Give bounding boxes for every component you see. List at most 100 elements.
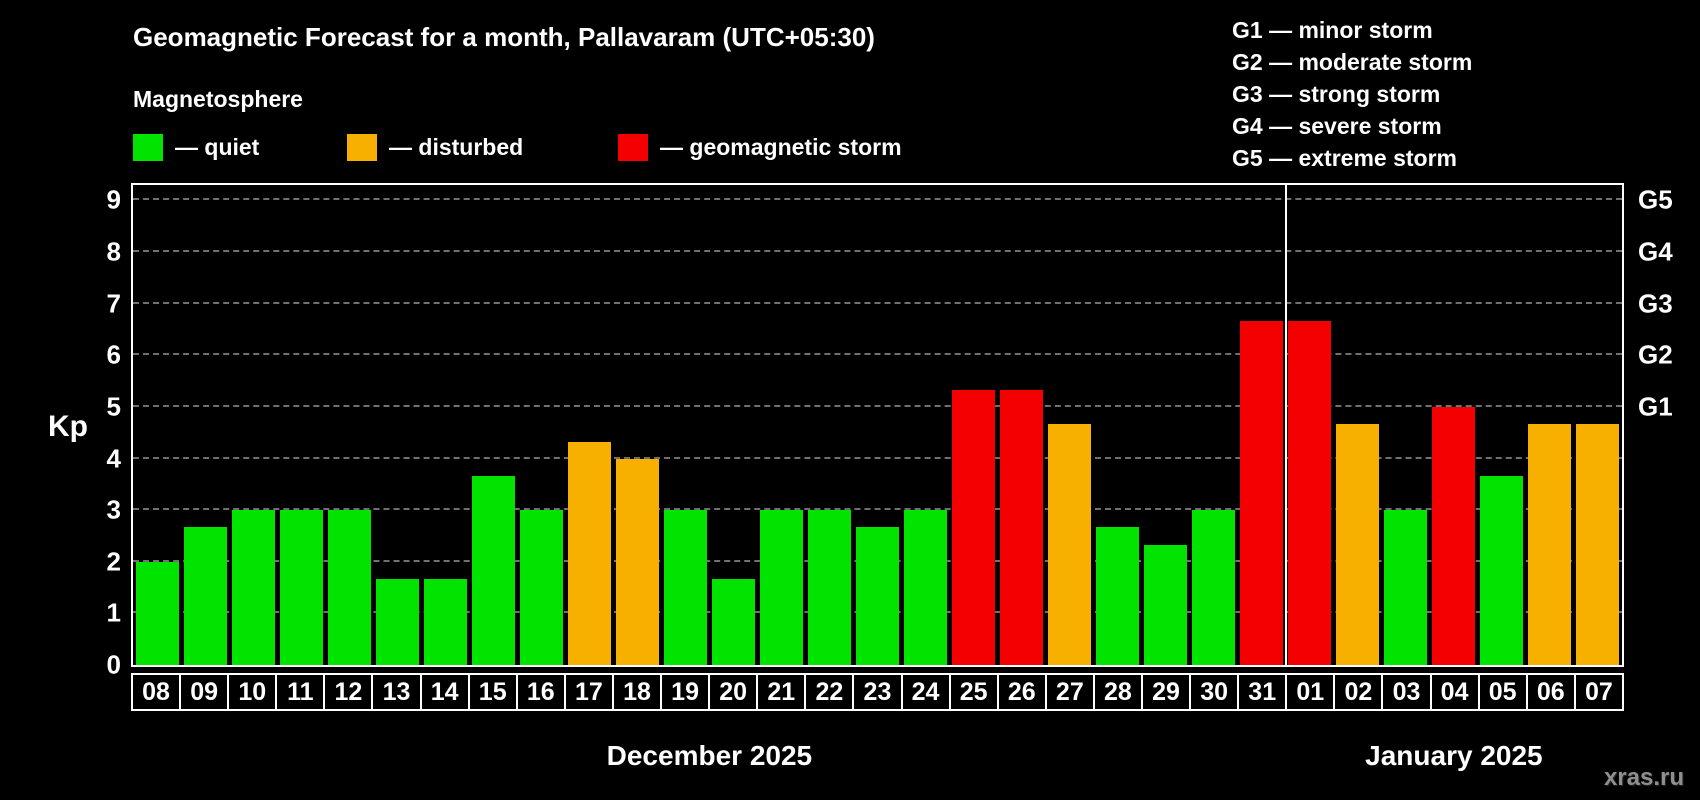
storm-scale-legend: G1 — minor storm G2 — moderate storm G3 … — [1232, 14, 1472, 174]
gridline-3 — [133, 508, 1622, 511]
day-axis: 08 09 10 11 12 13 14 15 16 17 18 19 20 21 22 23 24 25 26 27… — [131, 673, 1624, 711]
kp-bar-02 — [1336, 423, 1380, 665]
day-label-21: 21 — [756, 673, 807, 711]
legend-item-disturbed: — disturbed — [347, 134, 523, 161]
day-label-08: 08 — [131, 673, 182, 711]
day-label-25: 25 — [948, 673, 999, 711]
day-label-28: 28 — [1092, 673, 1143, 711]
watermark: xras.ru — [1603, 764, 1684, 791]
gridline-4 — [133, 456, 1622, 459]
y-tick-4: 4 — [106, 443, 121, 474]
day-label-01: 01 — [1285, 673, 1336, 711]
day-label-05: 05 — [1477, 673, 1528, 711]
y-tick-0: 0 — [106, 649, 121, 680]
disturbed-color-swatch — [347, 134, 377, 161]
y-tick-2: 2 — [106, 546, 121, 577]
kp-bar-18 — [615, 458, 659, 665]
y-tick-6: 6 — [106, 339, 121, 370]
day-label-19: 19 — [660, 673, 711, 711]
kp-bar-07 — [1576, 423, 1620, 665]
chart-title: Geomagnetic Forecast for a month, Pallav… — [133, 22, 875, 52]
legend-item-storm: — geomagnetic storm — [618, 134, 902, 161]
day-label-09: 09 — [179, 673, 230, 711]
kp-bar-06 — [1528, 423, 1572, 665]
y-tick-1: 1 — [106, 597, 121, 628]
chart-subtitle: Magnetosphere — [133, 86, 303, 112]
day-label-18: 18 — [611, 673, 663, 711]
day-label-31: 31 — [1237, 673, 1288, 711]
legend-label-storm: — geomagnetic storm — [660, 134, 902, 160]
kp-bar-15 — [471, 475, 515, 665]
day-label-02: 02 — [1333, 673, 1384, 711]
day-label-24: 24 — [900, 673, 951, 711]
kp-bar-12 — [327, 510, 371, 665]
day-label-07: 07 — [1573, 673, 1624, 711]
day-label-15: 15 — [467, 673, 518, 711]
day-label-29: 29 — [1140, 673, 1192, 711]
day-label-26: 26 — [996, 673, 1047, 711]
quiet-color-swatch — [133, 134, 163, 161]
month-separator-line — [1284, 185, 1287, 665]
day-label-30: 30 — [1189, 673, 1240, 711]
kp-bar-13 — [375, 578, 419, 665]
storm-scale-g1: G1 — minor storm — [1232, 17, 1433, 43]
day-label-10: 10 — [227, 673, 278, 711]
y-tick-9: 9 — [106, 184, 121, 215]
y-tick-7: 7 — [106, 288, 121, 319]
kp-bar-22 — [807, 510, 851, 665]
kp-bar-17 — [567, 441, 611, 665]
kp-bar-29 — [1144, 544, 1188, 665]
g-tick-G5: G5 — [1638, 184, 1673, 215]
g-tick-G3: G3 — [1638, 288, 1673, 319]
storm-color-swatch — [618, 134, 648, 161]
day-label-06: 06 — [1525, 673, 1576, 711]
kp-legend: — quiet — disturbed — geomagnetic storm — [133, 134, 1033, 164]
gridline-9 — [133, 198, 1622, 201]
y-tick-5: 5 — [106, 391, 121, 422]
day-label-11: 11 — [275, 673, 326, 711]
g-tick-G2: G2 — [1638, 339, 1673, 370]
day-label-16: 16 — [515, 673, 566, 711]
kp-bar-28 — [1096, 527, 1140, 665]
kp-bar-03 — [1384, 510, 1428, 665]
storm-scale-g4: G4 — severe storm — [1232, 113, 1442, 139]
g-tick-G4: G4 — [1638, 236, 1673, 267]
kp-bar-01 — [1288, 320, 1332, 665]
legend-item-quiet: — quiet — [133, 134, 259, 161]
legend-label-disturbed: — disturbed — [389, 134, 524, 160]
kp-bar-27 — [1048, 423, 1092, 665]
kp-bar-09 — [183, 527, 227, 665]
y-tick-8: 8 — [106, 236, 121, 267]
day-label-04: 04 — [1429, 673, 1480, 711]
kp-bar-10 — [231, 510, 275, 665]
kp-bar-25 — [952, 389, 996, 665]
y-tick-3: 3 — [106, 494, 121, 525]
kp-bar-26 — [1000, 389, 1044, 665]
day-label-27: 27 — [1044, 673, 1095, 711]
kp-bar-16 — [519, 510, 563, 665]
day-label-17: 17 — [563, 673, 614, 711]
gridline-7 — [133, 301, 1622, 304]
legend-label-quiet: — quiet — [175, 134, 260, 160]
plot-area — [131, 183, 1624, 667]
kp-bar-08 — [135, 561, 179, 665]
kp-bar-04 — [1432, 406, 1476, 665]
day-label-23: 23 — [852, 673, 903, 711]
y-axis-label: Kp — [48, 410, 88, 443]
day-label-13: 13 — [371, 673, 422, 711]
kp-bar-24 — [904, 510, 948, 665]
day-label-22: 22 — [804, 673, 855, 711]
kp-bar-30 — [1192, 510, 1236, 665]
gridline-5 — [133, 404, 1622, 407]
kp-bar-20 — [711, 578, 755, 665]
day-label-12: 12 — [323, 673, 374, 711]
day-label-14: 14 — [419, 673, 470, 711]
day-label-20: 20 — [708, 673, 759, 711]
month-label-1: January 2025 — [1365, 740, 1543, 771]
storm-scale-g5: G5 — extreme storm — [1232, 145, 1457, 171]
kp-bar-11 — [279, 510, 323, 665]
storm-scale-g2: G2 — moderate storm — [1232, 49, 1473, 75]
month-label-0: December 2025 — [606, 740, 813, 771]
kp-bar-31 — [1240, 320, 1284, 665]
